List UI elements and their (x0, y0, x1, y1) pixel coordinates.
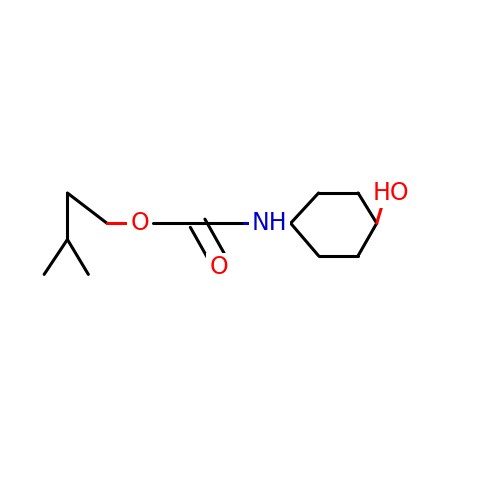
Text: O: O (130, 211, 149, 235)
Text: O: O (209, 255, 228, 279)
Text: HO: HO (372, 181, 409, 205)
Text: NH: NH (252, 211, 287, 235)
